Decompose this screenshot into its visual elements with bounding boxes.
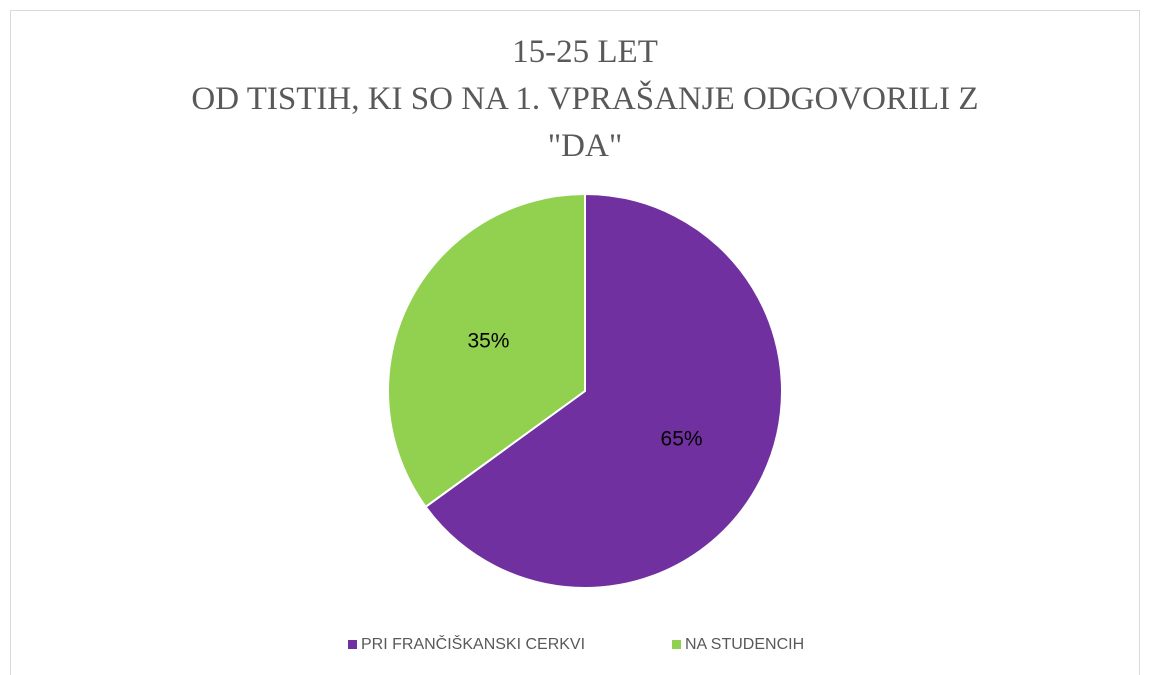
chart-title: 15-25 LET xyxy=(512,34,658,70)
legend-label: PRI FRANČIŠKANSKI CERKVI xyxy=(361,634,585,653)
chart-title: OD TISTIH, KI SO NA 1. VPRAŠANJE ODGOVOR… xyxy=(191,79,978,117)
data-label: 65% xyxy=(661,428,703,451)
pie-slice xyxy=(424,192,783,589)
data-label: 35% xyxy=(467,329,509,352)
legend-swatch xyxy=(348,640,357,649)
pie-slice xyxy=(387,192,586,509)
legend-swatch xyxy=(672,640,681,649)
chart-title: "DA" xyxy=(548,128,623,164)
legend-label: NA STUDENCIH xyxy=(685,636,804,653)
